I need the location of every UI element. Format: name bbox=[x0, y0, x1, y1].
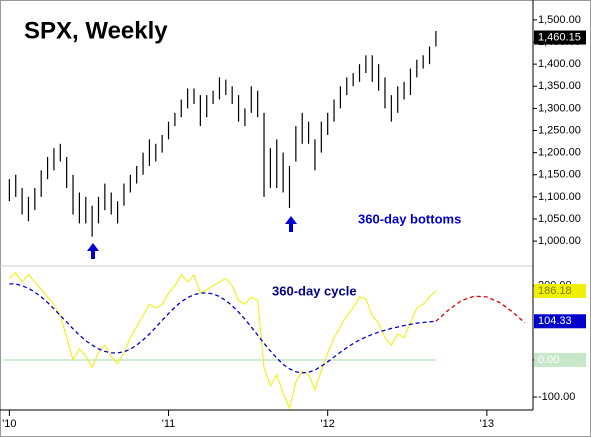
y-tick-label: 1,200.00 bbox=[538, 147, 581, 159]
x-tick-label: '13 bbox=[480, 418, 494, 430]
x-tick-label: '12 bbox=[321, 418, 335, 430]
cycle-line bbox=[9, 272, 437, 410]
y-tick-label: 0.00 bbox=[538, 354, 559, 366]
x-tick-label: '11 bbox=[162, 418, 176, 430]
y-tick-label: 1,500.00 bbox=[538, 14, 581, 26]
arrow bbox=[87, 243, 99, 259]
y-tick-label: 1,400.00 bbox=[538, 58, 581, 70]
y-tick-label: 1,100.00 bbox=[538, 191, 581, 203]
y-tick-label: 1,000.00 bbox=[538, 235, 581, 247]
y-tick-label: 1,050.00 bbox=[538, 213, 581, 225]
y-tick-label-box bbox=[534, 352, 586, 367]
cycle-line bbox=[9, 283, 436, 374]
annotation: 360-day cycle bbox=[272, 283, 357, 298]
last-price-label: 1,460.15 bbox=[538, 31, 581, 43]
y-tick-label: 1,250.00 bbox=[538, 124, 581, 136]
cycle-line bbox=[435, 295, 526, 324]
y-tick-label: -100.00 bbox=[538, 391, 575, 403]
last-value-label-box bbox=[534, 314, 586, 329]
last-value-label: 186.18 bbox=[538, 285, 572, 297]
arrow bbox=[285, 216, 297, 232]
last-price-label-box bbox=[534, 30, 586, 45]
last-value-label-box bbox=[534, 283, 586, 298]
y-tick-label: 1,300.00 bbox=[538, 102, 581, 114]
x-tick-label: '10 bbox=[2, 418, 16, 430]
y-tick-label: 1,350.00 bbox=[538, 80, 581, 92]
annotation: 360-day bottoms bbox=[358, 211, 461, 226]
y-tick-label: 1,150.00 bbox=[538, 169, 581, 181]
chart-title: SPX, Weekly bbox=[24, 17, 168, 44]
last-value-label: 104.33 bbox=[538, 315, 572, 327]
